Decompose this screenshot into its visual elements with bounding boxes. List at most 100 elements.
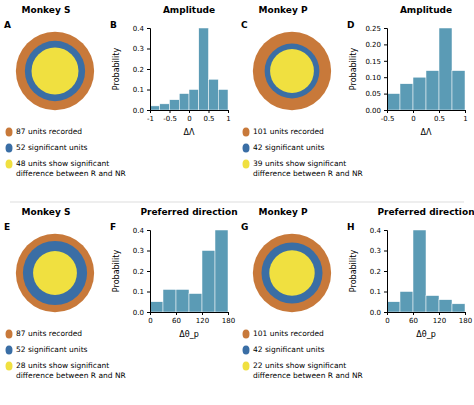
tick-label: 0.05	[365, 90, 381, 98]
tick-mark	[413, 110, 414, 113]
panel-title: Preferred direction	[377, 207, 474, 217]
tick: 0.15	[365, 58, 387, 66]
histogram: -1-0.500.510.00.10.20.30.4ΔΛProbabilityA…	[110, 5, 231, 137]
panel-letter: A	[4, 20, 11, 30]
tick-mark	[465, 110, 466, 113]
axis-line	[388, 313, 466, 316]
tick-mark	[384, 251, 387, 252]
legend-line: 101 units recorded	[253, 329, 324, 338]
legend-entry: 101 units recorded	[253, 329, 324, 338]
tick-label: 0.25	[365, 25, 381, 33]
legend: 101 units recorded 42 significant units 39…	[243, 127, 363, 178]
tick: -0.5	[163, 110, 177, 123]
tick-mark	[384, 28, 387, 29]
tick-label: 1	[463, 115, 467, 123]
tick-label: 180	[459, 317, 472, 325]
bar	[439, 300, 452, 312]
bar	[387, 302, 400, 312]
legend: 87 units recorded52 significant units28 …	[6, 329, 126, 380]
tick-mark	[147, 110, 150, 111]
panel-letter: C	[241, 20, 248, 30]
tick: 0.1	[370, 288, 387, 296]
tick-label: 0.4	[133, 25, 145, 33]
y-axis-title: Probability	[349, 250, 358, 293]
bar	[413, 77, 426, 110]
legend-entry: 52 significant units	[16, 143, 88, 152]
histogram: 0601201800.00.10.20.30.4Δθ_pProbabilityP…	[347, 207, 474, 339]
tick-mark	[228, 110, 229, 113]
tick-mark	[170, 110, 171, 113]
bar	[387, 94, 400, 110]
bar	[170, 100, 180, 110]
legend-swatch	[243, 160, 250, 169]
circle	[269, 250, 314, 295]
tick: 0.0	[370, 309, 387, 317]
tick-mark	[147, 251, 150, 252]
legend-line: 48 units show significant	[16, 159, 109, 168]
panel-title: Amplitude	[400, 5, 452, 15]
panel-title: Monkey P	[259, 5, 308, 15]
tick-label: -1	[147, 115, 154, 123]
tick: 0.2	[370, 268, 387, 276]
tick: 0.0	[133, 107, 150, 115]
tick-mark	[147, 271, 150, 272]
bars	[387, 230, 465, 312]
tick: 0.4	[370, 227, 387, 235]
tick: 0.2	[133, 268, 150, 276]
legend-entry: 39 units show significantdifference betw…	[253, 159, 363, 178]
tick-label: 0.3	[133, 45, 144, 53]
y-axis: 0.00.10.20.30.4	[133, 227, 151, 317]
legend-line: 101 units recorded	[253, 127, 324, 136]
tick-label: 120	[196, 317, 209, 325]
legend-line: 42 significant units	[253, 143, 325, 152]
tick-label: 0.0	[133, 309, 144, 317]
legend-entry: 101 units recorded	[253, 127, 324, 136]
tick-label: 0.3	[133, 247, 144, 255]
bar	[413, 230, 426, 312]
panel-title: Monkey S	[22, 207, 71, 217]
bar	[163, 289, 176, 312]
tick-label: 0.0	[370, 309, 381, 317]
tick-label: 0.20	[365, 41, 381, 49]
tick: 0	[187, 110, 191, 123]
tick-mark	[384, 292, 387, 293]
tick-mark	[147, 49, 150, 50]
tick-label: 0.1	[370, 288, 381, 296]
bar	[452, 304, 465, 312]
bar	[199, 28, 209, 110]
legend-entry: 52 significant units	[16, 345, 88, 354]
tick-label: 180	[222, 317, 235, 325]
y-axis: 0.00.10.20.30.4	[370, 227, 388, 317]
legend-line: 42 significant units	[253, 345, 325, 354]
tick: 0.00	[365, 107, 387, 115]
legend-swatch	[243, 144, 250, 153]
bar	[215, 230, 228, 312]
tick-label: 0.5	[203, 115, 214, 123]
tick-label: 0.2	[133, 66, 144, 74]
bar	[160, 104, 170, 110]
tick-mark	[147, 230, 150, 231]
legend-line: difference between R and NR	[253, 371, 363, 380]
legend: 101 units recorded42 significant units22…	[243, 329, 363, 380]
legend-line: 87 units recorded	[16, 127, 82, 136]
tick: 0.2	[133, 66, 150, 74]
bar	[452, 71, 465, 110]
circle	[32, 48, 79, 95]
tick-label: 0.1	[133, 86, 144, 94]
legend-swatch	[6, 346, 13, 355]
bar	[400, 292, 413, 313]
tick-mark	[413, 312, 414, 315]
bar	[150, 106, 160, 110]
circles	[16, 234, 94, 312]
legend-swatch	[6, 160, 13, 169]
tick-label: 120	[433, 317, 446, 325]
tick-mark	[384, 61, 387, 62]
tick-label: 0.10	[365, 74, 381, 82]
panel-letter: H	[347, 222, 355, 232]
tick: 0.5	[434, 110, 445, 123]
circle	[253, 32, 331, 110]
tick-label: 0.1	[133, 288, 144, 296]
bar	[400, 84, 413, 110]
y-axis: 0.0 0.1 0.2 0.3 0.4	[133, 25, 151, 115]
tick: 120	[196, 312, 209, 325]
